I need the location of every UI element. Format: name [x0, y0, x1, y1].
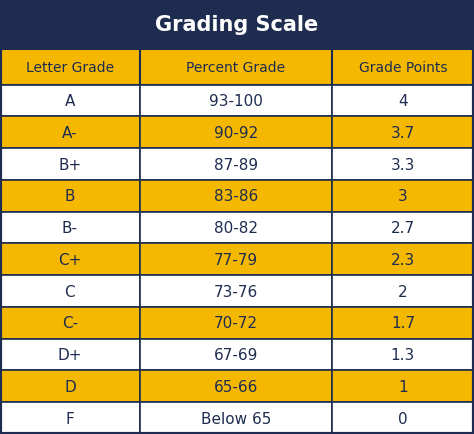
Text: 1.7: 1.7: [391, 316, 415, 331]
Text: 3: 3: [398, 189, 408, 204]
Bar: [332, 117, 474, 149]
Bar: [0, 149, 140, 181]
Text: D: D: [64, 379, 76, 394]
Bar: [332, 339, 474, 371]
Text: A: A: [65, 94, 75, 109]
Bar: [332, 181, 474, 212]
Text: 77-79: 77-79: [214, 252, 258, 267]
Bar: [0, 0, 474, 50]
Bar: [0, 50, 140, 85]
Text: 70-72: 70-72: [214, 316, 258, 331]
Bar: [0, 85, 140, 117]
Text: 0: 0: [398, 411, 408, 426]
Text: B+: B+: [58, 157, 82, 172]
Bar: [140, 276, 332, 307]
Text: Grading Scale: Grading Scale: [155, 15, 319, 35]
Text: A-: A-: [62, 125, 78, 141]
Text: 83-86: 83-86: [214, 189, 258, 204]
Bar: [140, 181, 332, 212]
Bar: [332, 371, 474, 402]
Bar: [332, 244, 474, 276]
Text: D+: D+: [58, 347, 82, 362]
Bar: [140, 85, 332, 117]
Text: 67-69: 67-69: [214, 347, 258, 362]
Bar: [140, 371, 332, 402]
Text: Grade Points: Grade Points: [359, 61, 447, 75]
Text: B-: B-: [62, 220, 78, 236]
Text: C-: C-: [62, 316, 78, 331]
Bar: [332, 212, 474, 244]
Text: 1.3: 1.3: [391, 347, 415, 362]
Bar: [0, 181, 140, 212]
Bar: [332, 307, 474, 339]
Text: 3.7: 3.7: [391, 125, 415, 141]
Bar: [332, 85, 474, 117]
Text: 2.7: 2.7: [391, 220, 415, 236]
Bar: [332, 402, 474, 434]
Bar: [0, 244, 140, 276]
Bar: [0, 276, 140, 307]
Bar: [140, 402, 332, 434]
Bar: [0, 339, 140, 371]
Bar: [0, 402, 140, 434]
Text: 90-92: 90-92: [214, 125, 258, 141]
Text: 80-82: 80-82: [214, 220, 258, 236]
Text: Letter Grade: Letter Grade: [26, 61, 114, 75]
Bar: [0, 371, 140, 402]
Bar: [332, 50, 474, 85]
Text: 2: 2: [398, 284, 408, 299]
Text: 2.3: 2.3: [391, 252, 415, 267]
Text: 1: 1: [398, 379, 408, 394]
Text: Below 65: Below 65: [201, 411, 271, 426]
Text: C: C: [64, 284, 75, 299]
Text: 87-89: 87-89: [214, 157, 258, 172]
Bar: [140, 307, 332, 339]
Text: 93-100: 93-100: [209, 94, 263, 109]
Bar: [332, 149, 474, 181]
Text: 3.3: 3.3: [391, 157, 415, 172]
Bar: [140, 50, 332, 85]
Text: B: B: [64, 189, 75, 204]
Bar: [140, 244, 332, 276]
Text: Percent Grade: Percent Grade: [186, 61, 285, 75]
Bar: [332, 276, 474, 307]
Text: 65-66: 65-66: [214, 379, 258, 394]
Bar: [140, 117, 332, 149]
Bar: [0, 307, 140, 339]
Bar: [0, 212, 140, 244]
Bar: [0, 117, 140, 149]
Text: F: F: [65, 411, 74, 426]
Text: 73-76: 73-76: [214, 284, 258, 299]
Text: 4: 4: [398, 94, 408, 109]
Text: C+: C+: [58, 252, 82, 267]
Bar: [140, 339, 332, 371]
Bar: [140, 212, 332, 244]
Bar: [140, 149, 332, 181]
